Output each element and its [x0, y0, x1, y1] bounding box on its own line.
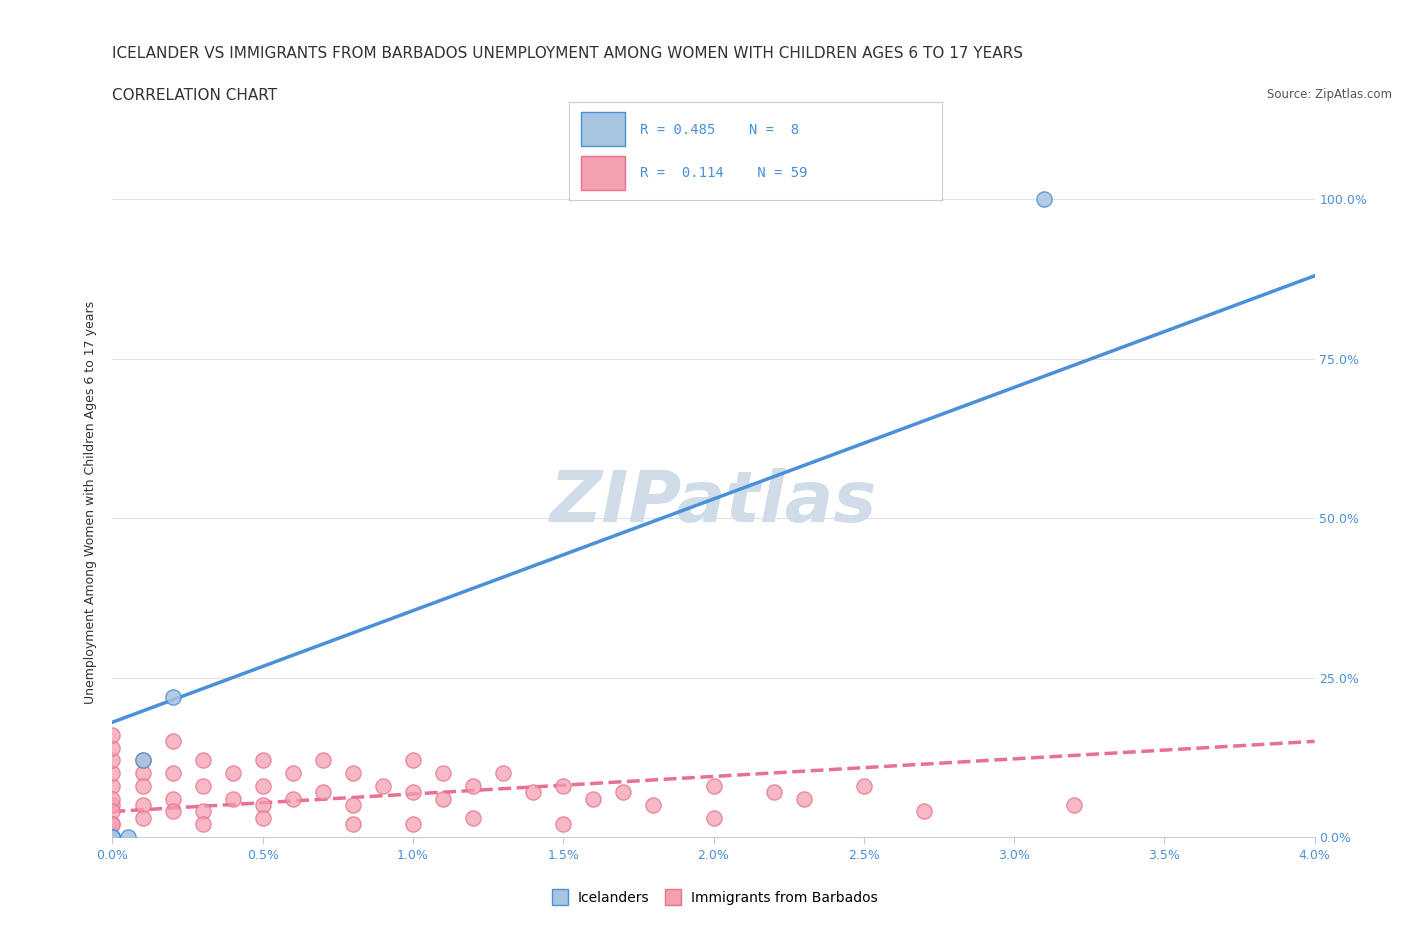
Point — [252, 778, 274, 793]
Point — [101, 765, 124, 780]
Point — [162, 804, 184, 819]
Point — [553, 778, 575, 793]
Point — [131, 810, 153, 825]
Point — [371, 778, 394, 793]
Point — [793, 791, 815, 806]
Y-axis label: Unemployment Among Women with Children Ages 6 to 17 years: Unemployment Among Women with Children A… — [83, 300, 97, 704]
Point — [131, 798, 153, 813]
Point — [402, 817, 425, 831]
Point — [101, 830, 124, 844]
Point — [342, 798, 364, 813]
Point — [582, 791, 605, 806]
Point — [432, 791, 454, 806]
Point — [281, 765, 304, 780]
Point — [191, 753, 214, 768]
Point — [101, 830, 124, 844]
Point — [492, 765, 515, 780]
Point — [312, 785, 335, 800]
Point — [222, 765, 245, 780]
Point — [131, 753, 153, 768]
Point — [101, 804, 124, 819]
Point — [101, 830, 124, 844]
Point — [342, 765, 364, 780]
Point — [162, 689, 184, 704]
Point — [191, 817, 214, 831]
FancyBboxPatch shape — [581, 156, 626, 191]
Point — [101, 727, 124, 742]
Text: R =  0.114    N = 59: R = 0.114 N = 59 — [640, 166, 807, 179]
Point — [101, 830, 124, 844]
Point — [912, 804, 935, 819]
Point — [191, 778, 214, 793]
Point — [762, 785, 785, 800]
Point — [702, 778, 725, 793]
Point — [612, 785, 634, 800]
Legend: Icelanders, Immigrants from Barbados: Icelanders, Immigrants from Barbados — [544, 885, 883, 910]
Point — [1063, 798, 1085, 813]
Point — [312, 753, 335, 768]
Point — [252, 810, 274, 825]
Point — [402, 753, 425, 768]
Point — [101, 740, 124, 755]
Point — [101, 798, 124, 813]
Point — [252, 798, 274, 813]
Point — [191, 804, 214, 819]
Text: ICELANDER VS IMMIGRANTS FROM BARBADOS UNEMPLOYMENT AMONG WOMEN WITH CHILDREN AGE: ICELANDER VS IMMIGRANTS FROM BARBADOS UN… — [112, 46, 1024, 61]
Text: Source: ZipAtlas.com: Source: ZipAtlas.com — [1267, 88, 1392, 101]
Point — [702, 810, 725, 825]
Text: R = 0.485    N =  8: R = 0.485 N = 8 — [640, 123, 800, 137]
Point — [342, 817, 364, 831]
Point — [222, 791, 245, 806]
Point — [101, 830, 124, 844]
Point — [131, 765, 153, 780]
Point — [461, 778, 484, 793]
Point — [852, 778, 875, 793]
Point — [101, 817, 124, 831]
Point — [432, 765, 454, 780]
Point — [643, 798, 665, 813]
Point — [162, 765, 184, 780]
Point — [252, 753, 274, 768]
Point — [402, 785, 425, 800]
Point — [281, 791, 304, 806]
Point — [117, 830, 139, 844]
Point — [101, 778, 124, 793]
Point — [162, 791, 184, 806]
Point — [101, 753, 124, 768]
Point — [553, 817, 575, 831]
Text: CORRELATION CHART: CORRELATION CHART — [112, 88, 277, 103]
Point — [101, 791, 124, 806]
Point — [131, 753, 153, 768]
FancyBboxPatch shape — [581, 112, 626, 146]
Point — [522, 785, 544, 800]
Point — [1033, 192, 1056, 206]
Point — [131, 778, 153, 793]
Text: ZIPatlas: ZIPatlas — [550, 468, 877, 537]
Point — [162, 734, 184, 749]
Point — [461, 810, 484, 825]
Point — [101, 817, 124, 831]
